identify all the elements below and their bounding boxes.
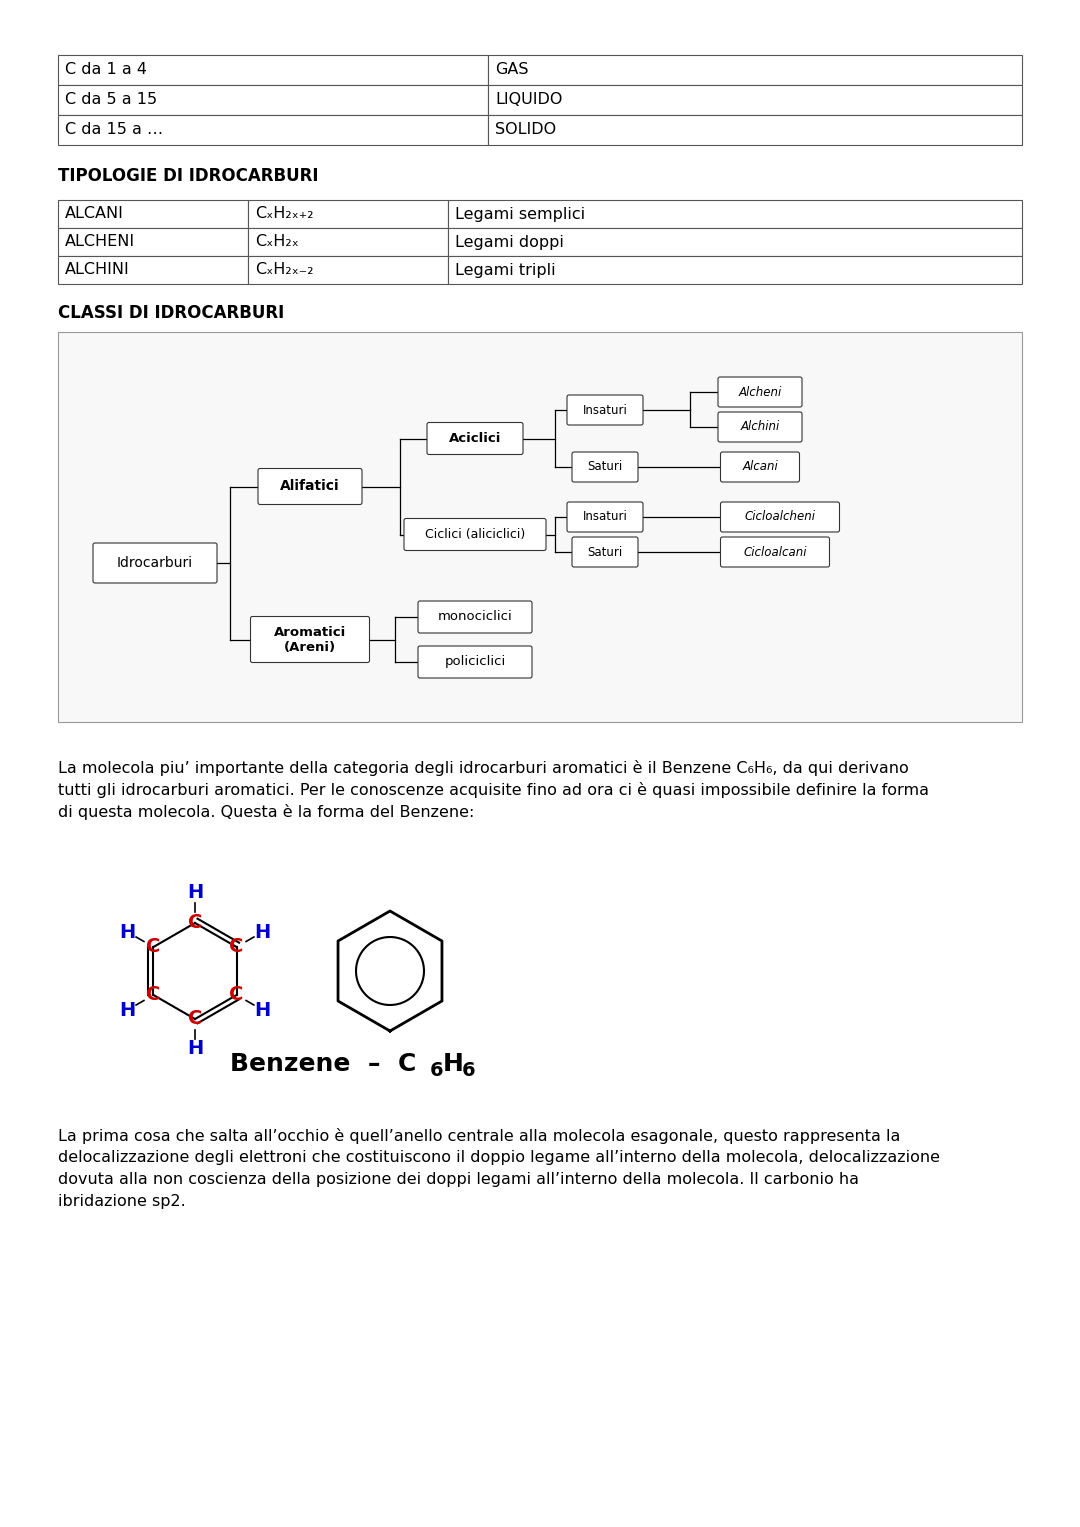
Text: ALCANI: ALCANI [65, 206, 124, 221]
Bar [488, 55, 1022, 86]
Text: Aromatici
(Areni): Aromatici (Areni) [274, 626, 346, 654]
Text: 6: 6 [430, 1061, 444, 1080]
FancyBboxPatch shape [567, 395, 643, 425]
Text: C: C [188, 1009, 202, 1029]
Text: C: C [229, 985, 244, 1005]
Text: di questa molecola. Questa è la forma del Benzene:: di questa molecola. Questa è la forma de… [58, 805, 474, 820]
Bar [248, 228, 448, 257]
Text: monociclici: monociclici [437, 611, 512, 623]
Text: Legami doppi: Legami doppi [455, 235, 564, 249]
Text: C da 15 a …: C da 15 a … [65, 122, 163, 137]
FancyBboxPatch shape [720, 538, 829, 567]
Text: H: H [255, 1000, 271, 1020]
Text: CLASSI DI IDROCARBURI: CLASSI DI IDROCARBURI [58, 304, 284, 322]
Bar [58, 200, 248, 228]
FancyBboxPatch shape [567, 502, 643, 531]
FancyBboxPatch shape [251, 617, 369, 663]
Text: Alchini: Alchini [741, 420, 780, 434]
FancyBboxPatch shape [718, 377, 802, 408]
Text: Insaturi: Insaturi [582, 510, 627, 524]
Bar [58, 115, 488, 145]
Text: Insaturi: Insaturi [582, 403, 627, 417]
Bar [488, 115, 1022, 145]
Text: policiclici: policiclici [444, 655, 505, 669]
Text: Idrocarburi: Idrocarburi [117, 556, 193, 570]
Bar [448, 228, 1022, 257]
Text: CₓH₂ₓ₋₂: CₓH₂ₓ₋₂ [255, 263, 313, 278]
FancyBboxPatch shape [418, 646, 532, 678]
Text: Alcani: Alcani [742, 461, 778, 473]
Text: H: H [443, 1052, 464, 1077]
Text: Saturi: Saturi [588, 461, 623, 473]
Text: H: H [187, 1040, 203, 1058]
Text: Alifatici: Alifatici [280, 479, 340, 493]
Text: C: C [146, 938, 161, 956]
Bar [58, 331, 1022, 722]
Text: dovuta alla non coscienza della posizione dei doppi legami all’interno della mol: dovuta alla non coscienza della posizion… [58, 1173, 859, 1186]
Bar [448, 257, 1022, 284]
Bar [58, 86, 488, 115]
Text: H: H [119, 922, 136, 942]
FancyBboxPatch shape [720, 502, 839, 531]
Text: C: C [229, 938, 244, 956]
FancyBboxPatch shape [258, 469, 362, 504]
FancyBboxPatch shape [404, 519, 546, 551]
Text: ALCHINI: ALCHINI [65, 263, 130, 278]
Text: C da 5 a 15: C da 5 a 15 [65, 93, 157, 107]
Text: Ciclici (aliciclici): Ciclici (aliciclici) [424, 528, 525, 541]
Text: CₓH₂ₓ₊₂: CₓH₂ₓ₊₂ [255, 206, 313, 221]
Text: ALCHENI: ALCHENI [65, 235, 135, 249]
Text: LIQUIDO: LIQUIDO [495, 93, 563, 107]
Bar [58, 257, 248, 284]
Text: Saturi: Saturi [588, 545, 623, 559]
Text: Legami semplici: Legami semplici [455, 206, 585, 221]
FancyBboxPatch shape [718, 412, 802, 441]
Text: Alcheni: Alcheni [739, 385, 782, 399]
Text: H: H [255, 922, 271, 942]
Bar [248, 257, 448, 284]
Text: Cicloalcani: Cicloalcani [743, 545, 807, 559]
Bar [58, 55, 488, 86]
FancyBboxPatch shape [572, 538, 638, 567]
Text: Cicloalcheni: Cicloalcheni [744, 510, 815, 524]
FancyBboxPatch shape [418, 602, 532, 634]
Text: TIPOLOGIE DI IDROCARBURI: TIPOLOGIE DI IDROCARBURI [58, 166, 319, 185]
Text: delocalizzazione degli elettroni che costituiscono il doppio legame all’interno : delocalizzazione degli elettroni che cos… [58, 1150, 940, 1165]
Text: Aciclici: Aciclici [449, 432, 501, 444]
Text: H: H [187, 884, 203, 902]
Text: 6: 6 [462, 1061, 475, 1080]
FancyBboxPatch shape [93, 544, 217, 583]
Text: Legami tripli: Legami tripli [455, 263, 555, 278]
Text: La prima cosa che salta all’occhio è quell’anello centrale alla molecola esagona: La prima cosa che salta all’occhio è que… [58, 1128, 901, 1144]
Text: C da 1 a 4: C da 1 a 4 [65, 63, 147, 78]
Text: C: C [146, 985, 161, 1005]
Bar [448, 200, 1022, 228]
FancyBboxPatch shape [720, 452, 799, 483]
Text: GAS: GAS [495, 63, 528, 78]
FancyBboxPatch shape [572, 452, 638, 483]
Text: H: H [119, 1000, 136, 1020]
Text: Benzene  –  C: Benzene – C [230, 1052, 417, 1077]
Bar [248, 200, 448, 228]
FancyBboxPatch shape [427, 423, 523, 455]
Bar [488, 86, 1022, 115]
Text: CₓH₂ₓ: CₓH₂ₓ [255, 235, 299, 249]
Text: La molecola piu’ importante della categoria degli idrocarburi aromatici è il Ben: La molecola piu’ importante della catego… [58, 760, 908, 776]
Text: tutti gli idrocarburi aromatici. Per le conoscenze acquisite fino ad ora ci è qu: tutti gli idrocarburi aromatici. Per le … [58, 782, 929, 799]
Bar [58, 228, 248, 257]
Text: ibridazione sp2.: ibridazione sp2. [58, 1194, 186, 1209]
Text: C: C [188, 913, 202, 933]
Text: SOLIDO: SOLIDO [495, 122, 556, 137]
